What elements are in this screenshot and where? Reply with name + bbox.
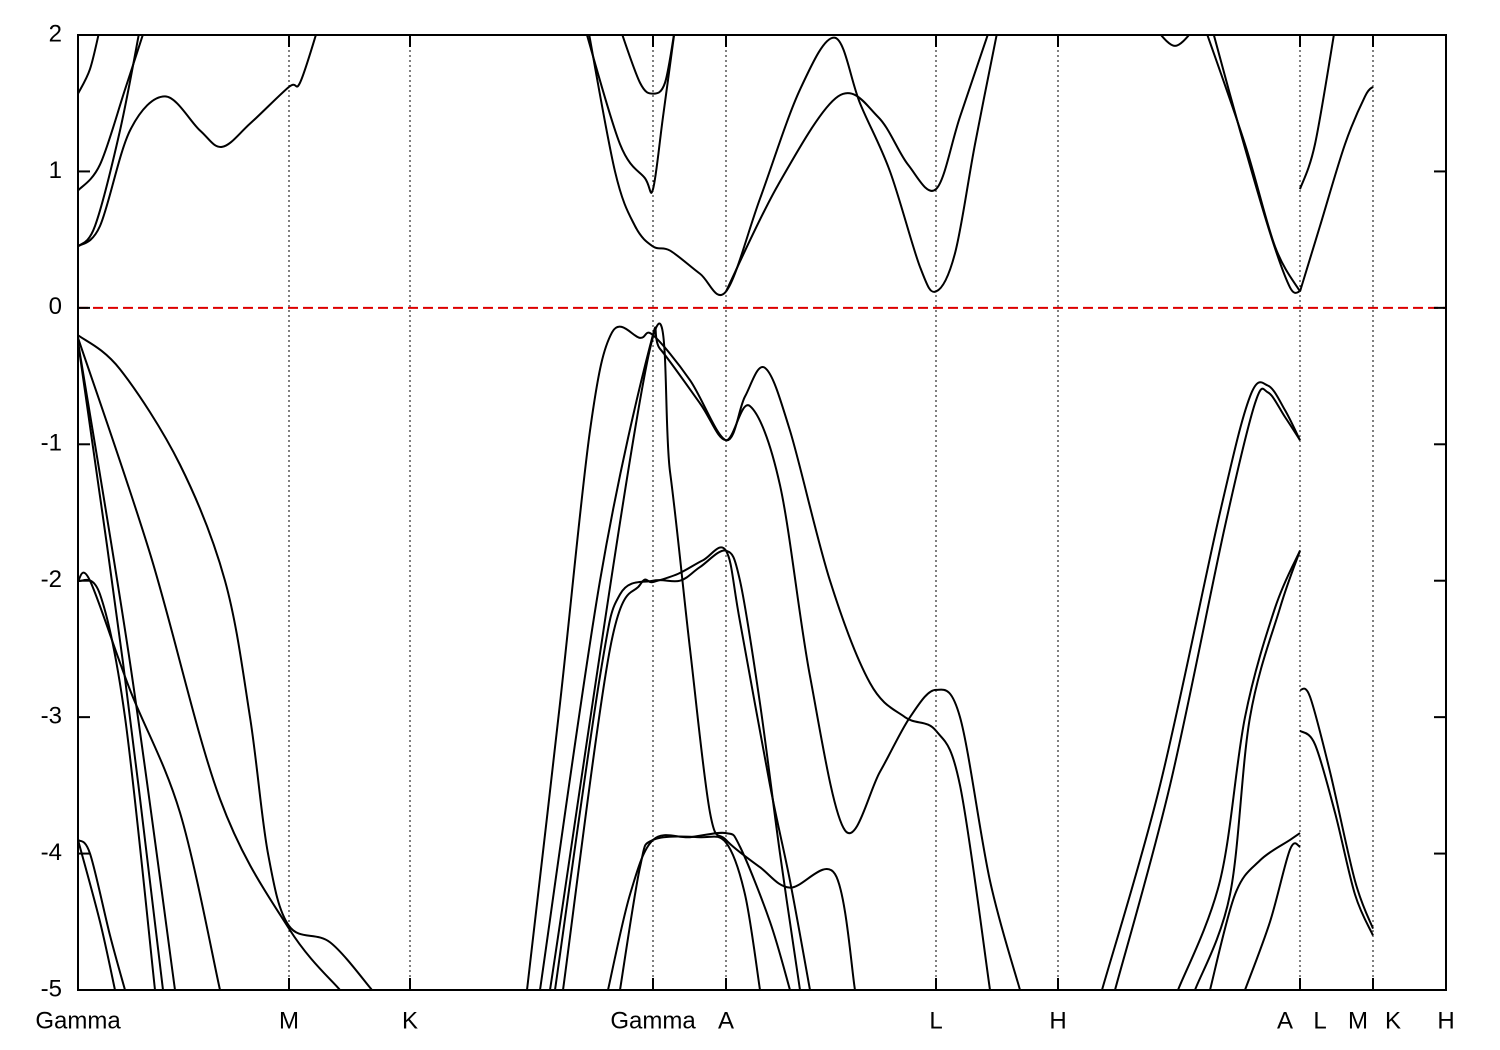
- y-tick-label: 2: [49, 20, 62, 47]
- y-tick-label: 0: [49, 293, 62, 320]
- band-line: [1299, 86, 1374, 292]
- x-tick-label: H: [1049, 1007, 1066, 1034]
- band-line: [1244, 842, 1301, 990]
- band-line: [619, 835, 761, 990]
- band-line: [1159, 35, 1191, 47]
- plot-frame: [77, 34, 1447, 991]
- band-line: [78, 341, 164, 990]
- x-tick-label: K: [402, 1007, 418, 1034]
- band-line: [526, 325, 991, 990]
- plot-area: [78, 35, 1446, 990]
- band-line: [549, 322, 856, 990]
- band-line: [562, 546, 811, 990]
- band-line: [78, 839, 126, 990]
- y-tick-label: 1: [49, 157, 62, 184]
- y-tick-label: -1: [41, 430, 62, 457]
- band-line: [78, 578, 156, 990]
- band-line: [78, 35, 140, 248]
- x-tick-label: M: [1348, 1007, 1368, 1034]
- x-tick-label: K: [1385, 1007, 1401, 1034]
- band-line: [621, 35, 675, 95]
- band-line: [78, 35, 144, 192]
- band-line: [1101, 381, 1301, 990]
- band-line: [1177, 550, 1301, 990]
- y-tick-label: -4: [41, 839, 62, 866]
- band-line: [1299, 729, 1374, 936]
- x-tick-label: H: [1437, 1007, 1454, 1034]
- band-line: [1299, 687, 1374, 929]
- band-line: [1194, 550, 1301, 990]
- grid: [288, 35, 1374, 990]
- y-tick-label: -3: [41, 702, 62, 729]
- x-tick-label: Gamma: [35, 1007, 121, 1034]
- x-tick-label: M: [279, 1007, 299, 1034]
- band-line: [78, 341, 176, 990]
- y-tick-label: -2: [41, 566, 62, 593]
- x-tick-label: L: [1313, 1007, 1326, 1034]
- band-line: [78, 334, 373, 990]
- band-line: [78, 35, 317, 248]
- band-line: [1299, 35, 1335, 190]
- x-tick-label: Gamma: [610, 1007, 696, 1034]
- x-tick-label: A: [1277, 1007, 1293, 1034]
- band-line: [725, 35, 989, 292]
- x-tick-label: L: [929, 1007, 942, 1034]
- band-line: [1206, 35, 1301, 292]
- band-line: [78, 839, 116, 990]
- band-line: [1212, 35, 1301, 294]
- band-line: [585, 35, 676, 194]
- x-tick-label: A: [718, 1007, 734, 1034]
- band-line: [607, 831, 791, 990]
- band-line: [78, 35, 100, 95]
- y-tick-label: -5: [41, 975, 62, 1002]
- band-line: [78, 337, 341, 990]
- band-line: [1209, 832, 1301, 990]
- band-line: [539, 326, 1021, 990]
- band-line: [588, 35, 998, 296]
- band-line: [1114, 387, 1301, 990]
